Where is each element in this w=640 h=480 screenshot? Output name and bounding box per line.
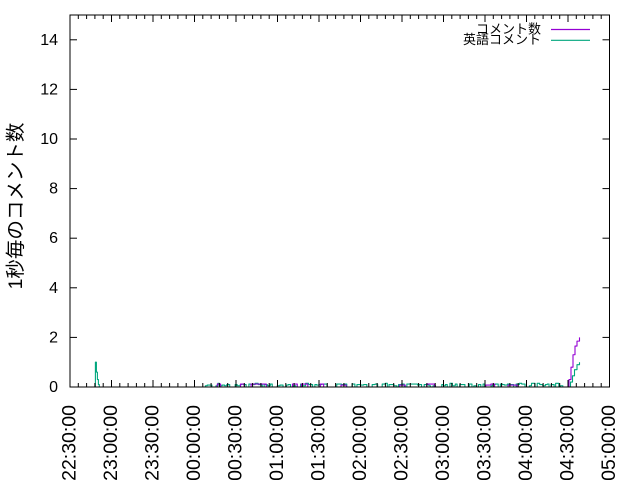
svg-text:23:00:00: 23:00:00 (100, 405, 122, 480)
svg-text:23:30:00: 23:30:00 (142, 405, 164, 480)
svg-text:02:30:00: 02:30:00 (391, 405, 413, 480)
svg-text:6: 6 (49, 230, 58, 247)
svg-text:2: 2 (49, 329, 58, 346)
svg-text:04:00:00: 04:00:00 (515, 405, 537, 480)
svg-text:22:30:00: 22:30:00 (59, 405, 81, 480)
svg-text:1秒毎のコメント数: 1秒毎のコメント数 (5, 123, 27, 290)
svg-text:10: 10 (40, 131, 58, 148)
svg-text:03:00:00: 03:00:00 (432, 405, 454, 480)
svg-text:04:30:00: 04:30:00 (557, 405, 579, 480)
svg-text:01:30:00: 01:30:00 (308, 405, 330, 480)
svg-text:00:30:00: 00:30:00 (225, 405, 247, 480)
svg-text:8: 8 (49, 181, 58, 198)
svg-text:英語コメント: 英語コメント (463, 32, 541, 47)
svg-text:12: 12 (40, 81, 58, 98)
svg-text:03:30:00: 03:30:00 (474, 405, 496, 480)
svg-text:14: 14 (40, 32, 58, 49)
svg-text:4: 4 (49, 280, 58, 297)
svg-text:00:00:00: 00:00:00 (183, 405, 205, 480)
svg-text:01:00:00: 01:00:00 (266, 405, 288, 480)
svg-text:05:00:00: 05:00:00 (598, 405, 620, 480)
svg-text:0: 0 (49, 379, 58, 396)
svg-text:02:00:00: 02:00:00 (349, 405, 371, 480)
